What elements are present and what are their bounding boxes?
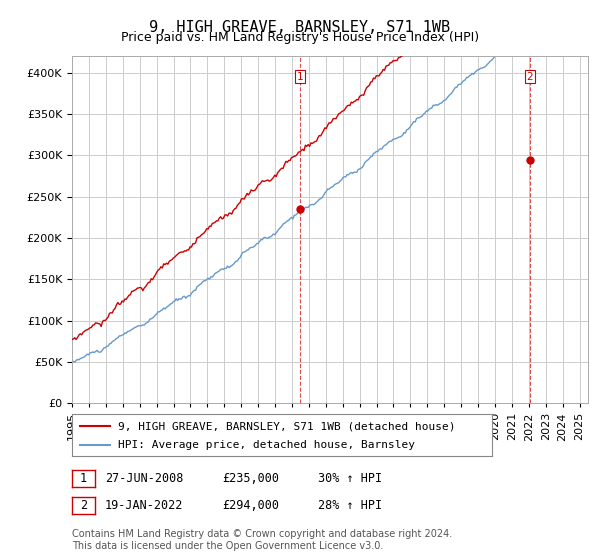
Text: 9, HIGH GREAVE, BARNSLEY, S71 1WB (detached house): 9, HIGH GREAVE, BARNSLEY, S71 1WB (detac…	[118, 421, 456, 431]
Text: £235,000: £235,000	[222, 472, 279, 486]
Text: Price paid vs. HM Land Registry's House Price Index (HPI): Price paid vs. HM Land Registry's House …	[121, 31, 479, 44]
Text: £294,000: £294,000	[222, 498, 279, 512]
Text: 2: 2	[526, 72, 533, 82]
Text: Contains HM Land Registry data © Crown copyright and database right 2024.
This d: Contains HM Land Registry data © Crown c…	[72, 529, 452, 551]
Text: 30% ↑ HPI: 30% ↑ HPI	[318, 472, 382, 486]
Text: 2: 2	[80, 498, 87, 512]
Text: 27-JUN-2008: 27-JUN-2008	[105, 472, 184, 486]
Text: 1: 1	[297, 72, 304, 82]
Text: HPI: Average price, detached house, Barnsley: HPI: Average price, detached house, Barn…	[118, 440, 415, 450]
Text: 1: 1	[80, 472, 87, 486]
Text: 9, HIGH GREAVE, BARNSLEY, S71 1WB: 9, HIGH GREAVE, BARNSLEY, S71 1WB	[149, 20, 451, 35]
Text: 19-JAN-2022: 19-JAN-2022	[105, 498, 184, 512]
Text: 28% ↑ HPI: 28% ↑ HPI	[318, 498, 382, 512]
